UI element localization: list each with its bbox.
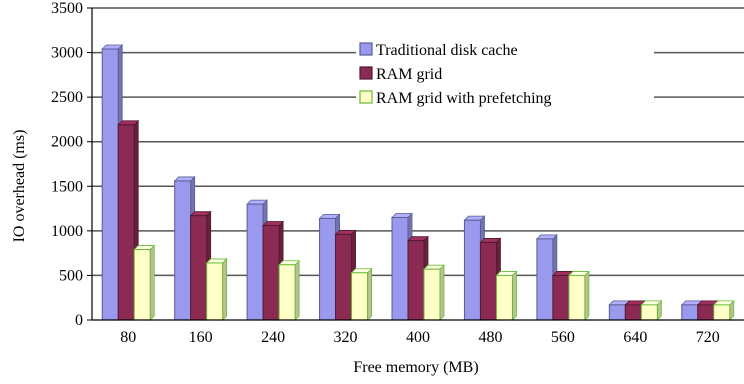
bar bbox=[206, 262, 224, 321]
bar-side bbox=[149, 244, 155, 321]
bar-side bbox=[294, 259, 300, 321]
y-tick-label: 1500 bbox=[51, 178, 83, 195]
y-tick-label: 2500 bbox=[51, 89, 83, 106]
bar bbox=[463, 219, 481, 321]
x-tick-label: 160 bbox=[189, 329, 213, 346]
bar bbox=[190, 215, 208, 321]
bar-top bbox=[246, 199, 269, 205]
x-tick-label: 320 bbox=[334, 329, 358, 346]
y-tick-label: 0 bbox=[75, 312, 83, 329]
legend-swatch bbox=[359, 42, 373, 56]
bar-top bbox=[262, 221, 285, 226]
y-tick-labels: 0 500 1000 1500 2000 2500 3000 3500 bbox=[51, 0, 83, 329]
bar-side bbox=[512, 270, 517, 321]
legend-label: RAM grid bbox=[376, 66, 442, 83]
bar-top bbox=[712, 300, 735, 306]
bar bbox=[133, 249, 151, 321]
bar bbox=[624, 304, 642, 321]
x-tick-label: 80 bbox=[120, 329, 136, 346]
x-tick-label: 400 bbox=[406, 329, 430, 346]
bar bbox=[640, 304, 658, 321]
bar bbox=[479, 241, 497, 321]
bar bbox=[262, 225, 280, 321]
bar bbox=[117, 124, 135, 321]
bar bbox=[101, 48, 119, 321]
x-tick-label: 560 bbox=[551, 329, 575, 346]
bar-top bbox=[423, 264, 445, 270]
bar bbox=[608, 304, 626, 321]
bar-top bbox=[407, 236, 429, 242]
bar bbox=[351, 272, 369, 321]
bar-side bbox=[222, 257, 228, 321]
bar-top bbox=[535, 234, 558, 240]
x-tick-label: 480 bbox=[478, 329, 502, 346]
bar bbox=[536, 238, 554, 321]
bar-top bbox=[567, 271, 590, 276]
y-axis-label: IO overhead (ms) bbox=[11, 130, 28, 243]
x-tick-labels: 80 160 240 320 400 480 560 640 720 bbox=[120, 329, 720, 346]
bar-top bbox=[205, 258, 228, 264]
bar bbox=[697, 304, 715, 321]
y-tick-label: 2000 bbox=[51, 134, 83, 151]
bar-top bbox=[318, 213, 341, 219]
x-tick-label: 720 bbox=[696, 329, 720, 346]
bar bbox=[423, 268, 441, 321]
legend: Traditional disk cache RAM grid RAM grid w… bbox=[356, 36, 654, 112]
bar-top bbox=[133, 245, 156, 250]
legend-label: RAM grid with prefetching bbox=[376, 90, 552, 107]
legend-swatch bbox=[359, 90, 373, 104]
bar-side bbox=[439, 264, 445, 321]
bar-top bbox=[640, 300, 663, 306]
y-tick-label: 3500 bbox=[51, 0, 83, 17]
legend-box bbox=[356, 36, 654, 112]
bar bbox=[278, 264, 296, 321]
x-tick-label: 240 bbox=[261, 329, 285, 346]
bar bbox=[391, 216, 409, 321]
bar-top bbox=[479, 238, 502, 243]
bar-top bbox=[173, 176, 196, 182]
bar bbox=[713, 304, 731, 321]
y-tick-label: 1000 bbox=[51, 223, 83, 240]
bar-top bbox=[117, 120, 140, 126]
bar bbox=[246, 203, 264, 321]
y-tick-label: 500 bbox=[59, 267, 83, 284]
bar bbox=[568, 274, 586, 321]
x-axis-label: Free memory (MB) bbox=[353, 359, 478, 376]
bar bbox=[407, 240, 425, 321]
bar bbox=[335, 233, 353, 321]
legend-label: Traditional disk cache bbox=[376, 42, 518, 59]
bar-top bbox=[101, 44, 124, 50]
bars bbox=[101, 44, 735, 321]
x-tick-label: 640 bbox=[623, 329, 647, 346]
bar-top bbox=[189, 211, 212, 217]
bar-top bbox=[463, 215, 486, 221]
bar bbox=[681, 304, 699, 321]
bar bbox=[495, 274, 513, 321]
bar bbox=[552, 274, 570, 321]
bar-top bbox=[278, 260, 301, 266]
y-tick-label: 3000 bbox=[51, 45, 83, 62]
legend-swatch bbox=[359, 66, 373, 80]
bar-side bbox=[367, 267, 372, 321]
bar-side bbox=[584, 270, 590, 321]
bar bbox=[174, 180, 192, 321]
bar-top bbox=[334, 230, 357, 235]
bar-top bbox=[495, 271, 518, 276]
bar-top bbox=[391, 213, 413, 218]
bar bbox=[319, 217, 337, 321]
axes bbox=[87, 7, 744, 321]
bar-top bbox=[350, 268, 373, 274]
